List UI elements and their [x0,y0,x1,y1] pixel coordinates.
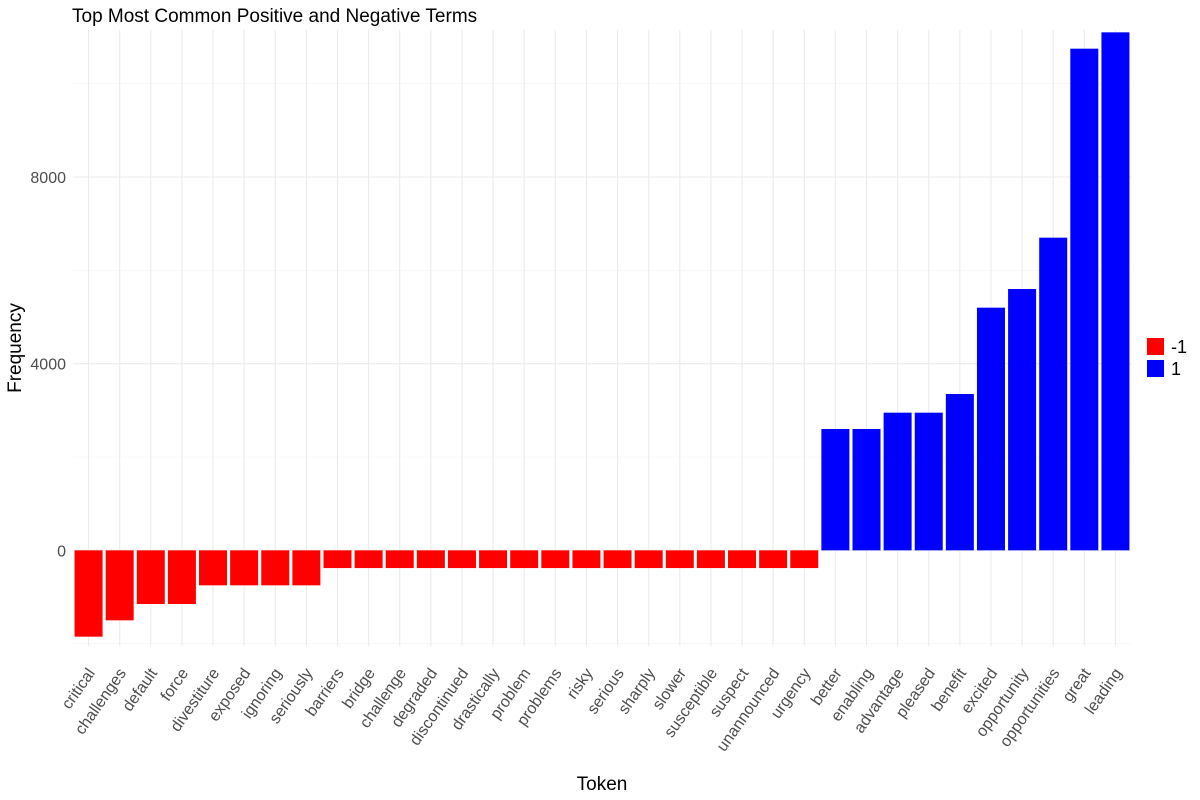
chart-title: Top Most Common Positive and Negative Te… [72,6,477,27]
bar-excited [976,307,1005,551]
bar-serious [603,550,632,569]
legend-label: 1 [1171,359,1181,379]
bar-challenge [385,550,414,569]
bar-susceptible [696,550,725,569]
bar-ignoring [261,550,290,586]
bars [74,32,1130,637]
bar-opportunity [1008,289,1037,551]
x-axis-title: Token [577,774,628,795]
bar-barriers [323,550,352,569]
bar-problems [541,550,570,569]
bar-opportunities [1039,237,1068,551]
legend-label: -1 [1171,337,1187,357]
bar-enabling [852,429,881,551]
y-tick-label: 4000 [30,357,66,374]
y-tick-label: 8000 [30,170,66,187]
bar-bridge [354,550,383,569]
bar-risky [572,550,601,569]
bar-unannounced [759,550,788,569]
bar-great [1070,48,1099,551]
legend-swatch [1147,360,1164,377]
bar-discontinued [447,550,476,569]
bar-problem [510,550,539,569]
bar-better [821,429,850,551]
bar-sharply [634,550,663,569]
bar-degraded [416,550,445,569]
bar-divestiture [199,550,228,586]
bar-exposed [230,550,259,586]
bar-critical [74,550,103,637]
bar-suspect [728,550,757,569]
legend: -11 [1147,337,1187,379]
legend-swatch [1147,338,1164,355]
x-axis-ticks: criticalchallengesdefaultforcedivestitur… [59,665,1126,755]
bar-default [136,550,165,604]
y-tick-label: 0 [57,543,66,560]
bar-challenges [105,550,134,621]
bar-seriously [292,550,321,586]
y-axis-title: Frequency [5,303,26,393]
y-axis-ticks: 0 4000 8000 [30,170,66,560]
bar-advantage [883,412,912,551]
bar-benefit [945,394,974,551]
bar-leading [1101,32,1130,551]
bar-slower [665,550,694,569]
bar-urgency [790,550,819,569]
bar-drastically [479,550,508,569]
bar-force [167,550,196,604]
bar-pleased [914,412,943,551]
